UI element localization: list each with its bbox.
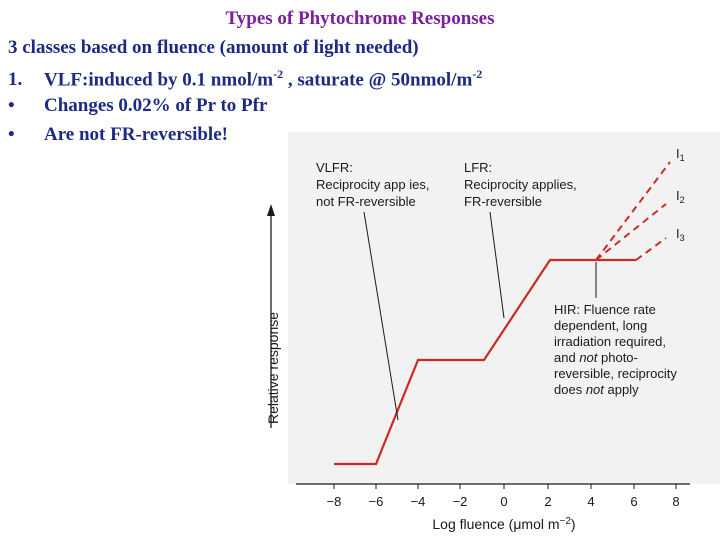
vlfr-line-2: Reciprocity app ies, (316, 177, 429, 192)
fluence-response-figure: Relative response −8 −6 −4 −2 0 2 4 6 8 … (258, 132, 720, 540)
lfr-pointer (489, 211, 505, 319)
x-tick-label: −6 (369, 494, 384, 509)
x-tick-label: 8 (672, 494, 679, 509)
vlfr-line-3: not FR-reversible (316, 194, 416, 209)
hir-dashed-i3 (635, 237, 667, 261)
bullet-line-2: • Are not FR-reversible! (8, 124, 228, 146)
lfr-line-3: FR-reversible (464, 194, 542, 209)
bullet-icon: • (8, 95, 15, 116)
x-axis-label-end: ) (571, 516, 576, 532)
vlf-line: 1. VLF:induced by 0.1 nmol/m-2 , saturate… (8, 67, 482, 91)
vlfr-pointer (363, 211, 399, 421)
hir-line-4: and not photo- (554, 350, 638, 365)
x-tick-label: 4 (587, 494, 594, 509)
slide-title: Types of Phytochrome Responses (225, 8, 495, 29)
x-ticks: −8 −6 −4 −2 0 2 4 6 8 (327, 484, 680, 509)
intro-line: 3 classes based on fluence (amount of li… (8, 37, 419, 58)
bullet-line-1: • Changes 0.02% of Pr to Pfr (8, 95, 267, 117)
hir-line-6: does not apply (554, 382, 639, 397)
x-tick-label: −2 (453, 494, 468, 509)
hir-dashed-i1 (595, 161, 671, 261)
x-tick-label: 0 (500, 494, 507, 509)
hir-line-3: irradiation required, (554, 334, 666, 349)
intensity-label-i1: I1 (676, 146, 685, 163)
vlf-text-mid: , saturate @ 50nmol/m (283, 69, 473, 91)
intensity-label-i2: I2 (676, 188, 685, 205)
bullet-icon: • (8, 124, 15, 145)
hir-line-1: HIR: Fluence rate (554, 302, 656, 317)
vlf-text: VLF:induced by 0.1 nmol/m (44, 69, 274, 91)
x-axis-label: Log fluence (μmol m−2) (432, 516, 575, 532)
hir-line-2: dependent, long (554, 318, 647, 333)
item-number: 1. (8, 69, 23, 91)
vlfr-title: VLFR: (316, 160, 353, 175)
figure-svg: Relative response −8 −6 −4 −2 0 2 4 6 8 … (265, 132, 720, 532)
lfr-line-2: Reciprocity applies, (464, 177, 577, 192)
x-axis-label-main: Log fluence (μmol m (432, 516, 559, 532)
bullet-text-1: Changes 0.02% of Pr to Pfr (44, 95, 268, 116)
x-tick-label: 2 (544, 494, 551, 509)
lfr-title: LFR: (464, 160, 492, 175)
hir-line-5: reversible, reciprocity (554, 366, 677, 381)
vlf-sup-2: -2 (472, 67, 483, 81)
x-tick-label: −4 (411, 494, 426, 509)
hir-dashed-i2 (595, 203, 667, 261)
bullet-text-2: Are not FR-reversible! (44, 124, 228, 145)
y-axis-label: Relative response (265, 312, 281, 424)
x-axis-label-sup: −2 (560, 516, 572, 527)
intensity-label-i3: I3 (676, 226, 685, 243)
vlf-sup-1: -2 (273, 67, 284, 81)
x-tick-label: −8 (327, 494, 342, 509)
response-curve (334, 258, 596, 466)
y-axis-arrowhead (267, 204, 275, 216)
x-tick-label: 6 (630, 494, 637, 509)
